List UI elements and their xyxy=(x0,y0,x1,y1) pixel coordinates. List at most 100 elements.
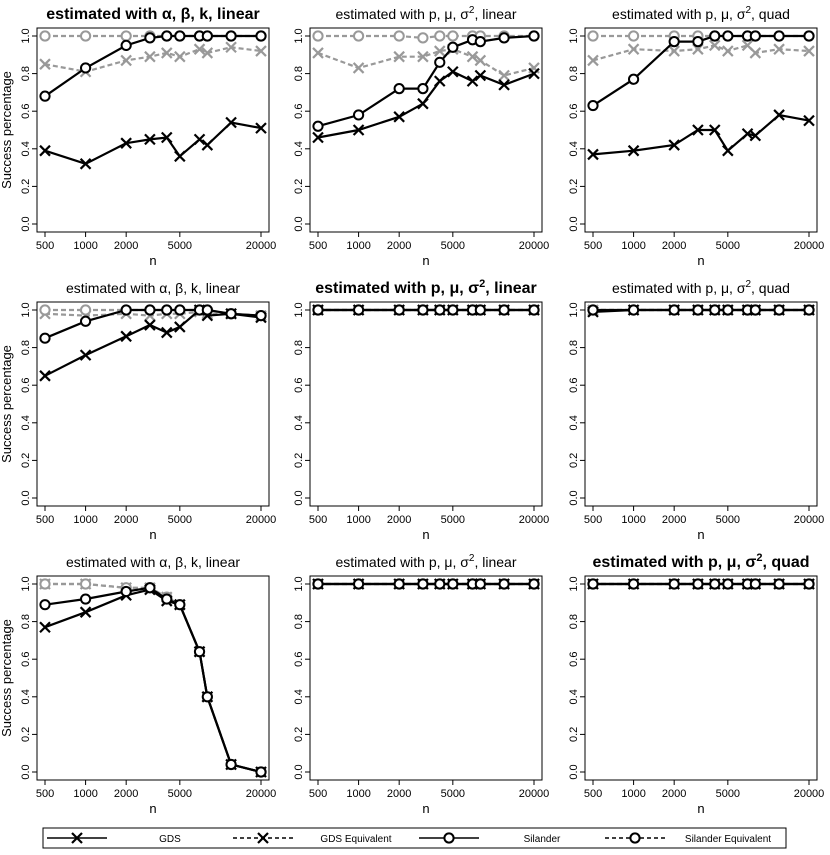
plot-frame xyxy=(309,301,543,507)
data-point xyxy=(434,30,446,42)
y-tick-label: 0.8 xyxy=(568,614,580,629)
series-line xyxy=(44,121,262,165)
data-point xyxy=(312,304,324,316)
legend-swatch-marker-b xyxy=(257,832,269,844)
x-axis-label: n xyxy=(422,801,429,816)
x-axis-label: n xyxy=(697,253,704,268)
data-point-b xyxy=(528,67,540,80)
panel-title-main: estimated with p, μ, σ xyxy=(612,6,746,22)
data-point-b xyxy=(312,47,324,59)
data-point-b xyxy=(79,349,92,361)
x-tick-label: 2000 xyxy=(387,514,411,526)
y-tick-label: 0.4 xyxy=(20,415,32,430)
series-gds-equivalent xyxy=(587,39,815,67)
y-tick-label: 0.8 xyxy=(293,614,305,629)
series-gds-equivalent xyxy=(39,578,267,778)
y-tick-label: 0.0 xyxy=(568,216,580,231)
data-point-b xyxy=(193,133,206,146)
data-point-b xyxy=(474,69,487,82)
y-tick-label: 0.2 xyxy=(20,179,32,194)
series-line xyxy=(44,586,262,774)
data-point xyxy=(474,36,486,48)
panel-title: estimated with α, β, k, linear xyxy=(66,554,240,570)
data-point-b xyxy=(466,75,479,87)
data-point-b xyxy=(773,43,785,55)
data-point-b xyxy=(201,139,214,151)
series-silander xyxy=(312,30,540,132)
panel-4: estimated with α, β, k, linear 0.0 0.2 0.4 0… xyxy=(0,280,276,542)
data-point-b xyxy=(708,39,721,52)
y-tick-label: 1.0 xyxy=(293,576,305,591)
legend-item: Silander xyxy=(419,832,561,845)
y-tick-label: 0.2 xyxy=(20,453,32,468)
y-tick-label: 0.4 xyxy=(20,141,32,156)
series-silander xyxy=(39,30,267,102)
data-point xyxy=(692,36,704,48)
x-tick-label: 1000 xyxy=(346,514,370,526)
panel-title: estimated with p, μ, σ2, quad xyxy=(612,279,790,296)
data-point-b xyxy=(39,58,51,70)
data-point-b xyxy=(174,321,186,333)
panel-2: estimated with p, μ, σ2, linear 0.0 0.2 0.4… xyxy=(293,5,549,268)
data-point-b xyxy=(433,75,446,87)
panel-title-main: estimated with α, β, k, linear xyxy=(66,280,240,296)
data-point xyxy=(417,32,429,44)
x-tick-label: 500 xyxy=(36,240,54,252)
series-silander xyxy=(39,304,267,344)
panel-title-main: estimated with α, β, k, linear xyxy=(66,554,240,570)
x-tick-label: 20000 xyxy=(246,788,277,800)
data-point-b xyxy=(39,144,51,157)
data-point-b xyxy=(120,54,132,67)
x-tick-label: 20000 xyxy=(794,240,825,252)
y-tick-label: 0.0 xyxy=(20,490,32,505)
data-point xyxy=(498,32,510,44)
panel-title-tail: , linear xyxy=(474,6,516,22)
plot-frame xyxy=(36,27,270,233)
data-point-b xyxy=(312,131,324,144)
data-point xyxy=(144,304,156,316)
data-point-b xyxy=(692,124,704,136)
data-point-b xyxy=(722,45,734,57)
series-line xyxy=(317,34,535,128)
data-point xyxy=(587,30,599,42)
data-point-b xyxy=(174,150,186,163)
data-point-b xyxy=(160,131,173,144)
panel-title-tail: , linear xyxy=(474,554,516,570)
y-tick-label: 0.4 xyxy=(568,415,580,430)
data-point-b xyxy=(417,97,429,110)
data-point-b xyxy=(498,69,510,82)
data-point xyxy=(709,578,721,590)
x-tick-label: 2000 xyxy=(114,514,138,526)
data-point xyxy=(803,30,815,42)
y-tick-label: 0.0 xyxy=(20,216,32,231)
y-tick-label: 0.2 xyxy=(293,453,305,468)
y-axis-label: Success percentage xyxy=(0,345,14,463)
data-point xyxy=(120,585,132,598)
data-point-b xyxy=(627,144,640,157)
plot-frame xyxy=(309,575,543,781)
data-point xyxy=(417,304,429,316)
panel-title-main: estimated with p, μ, σ xyxy=(335,6,469,22)
y-axis-label: Success percentage xyxy=(0,71,14,189)
y-tick-label: 0.8 xyxy=(293,340,305,355)
x-tick-label: 20000 xyxy=(519,788,550,800)
data-point xyxy=(749,578,761,590)
data-point xyxy=(587,578,599,590)
data-point-b xyxy=(144,50,156,63)
data-point xyxy=(749,304,761,316)
x-tick-label: 500 xyxy=(584,788,602,800)
panel-title: estimated with p, μ, σ2, linear xyxy=(335,553,516,570)
y-tick-label: 0.4 xyxy=(293,415,305,430)
y-tick-label: 0.6 xyxy=(20,378,32,393)
data-point-b xyxy=(352,124,365,136)
x-tick-label: 500 xyxy=(584,514,602,526)
data-point xyxy=(174,304,186,316)
data-point xyxy=(668,36,680,48)
y-tick-label: 0.6 xyxy=(568,378,580,393)
data-point xyxy=(803,304,815,316)
data-point-b xyxy=(587,148,599,161)
data-point-b xyxy=(255,45,267,57)
y-tick-label: 0.8 xyxy=(20,340,32,355)
data-point-b xyxy=(144,319,156,331)
series-line xyxy=(45,582,262,774)
